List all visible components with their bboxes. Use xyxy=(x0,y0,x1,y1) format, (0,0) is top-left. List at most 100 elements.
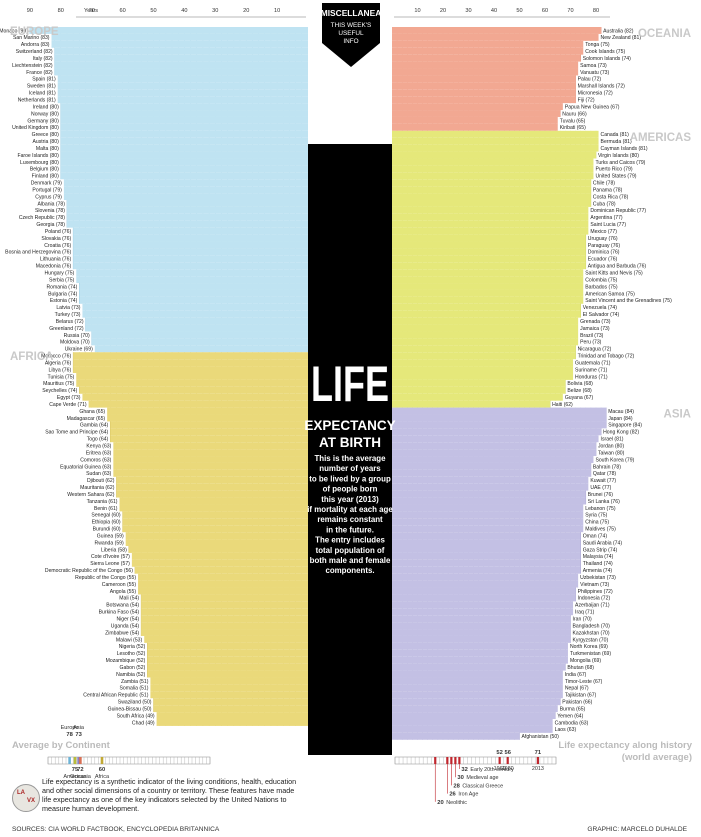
bar-suriname xyxy=(392,366,574,373)
banner-line2: USEFUL xyxy=(338,30,364,37)
label-chile: Chile (78) xyxy=(593,181,615,187)
history-era: Medieval age xyxy=(466,775,498,781)
bar-vanuatu xyxy=(392,68,579,76)
label-micronesia: Micronesia (72) xyxy=(578,91,613,97)
average-marker-europe xyxy=(68,757,71,764)
label-timor-leste: Timor-Leste (67) xyxy=(565,679,603,685)
average-name-africa: Africa xyxy=(95,774,110,780)
label-liechtenstein: Liechtenstein (82) xyxy=(12,63,53,69)
bar-barbados xyxy=(392,283,584,290)
label-jamaica: Jamaica (73) xyxy=(580,326,610,332)
history-year: 1980 xyxy=(502,766,514,772)
tick-right-50: 50 xyxy=(516,8,522,14)
label-peru: Peru (73) xyxy=(580,340,602,346)
label-france: France (82) xyxy=(26,70,53,76)
label-argentina: Argentina (77) xyxy=(590,215,623,221)
bar-uganda xyxy=(141,622,308,630)
label-namibia: Namibia (52) xyxy=(116,672,145,678)
average-value-europe: 78 xyxy=(66,732,73,738)
bar-haiti xyxy=(392,400,551,408)
bar-seychelles xyxy=(79,386,308,394)
history-value: 32 xyxy=(461,767,467,773)
label-cambodia: Cambodia (63) xyxy=(555,720,589,726)
label-sierra-leone: Sierra Leone (57) xyxy=(90,561,130,567)
label-mongolia: Mongolia (69) xyxy=(570,658,601,664)
label-palau: Palau (72) xyxy=(578,77,602,83)
label-monaco: Monaco (90) xyxy=(0,28,28,34)
label-kyrgyzstan: Kyrgyzstan (70) xyxy=(573,637,609,643)
average-title: Average by Continent xyxy=(12,740,111,751)
label-uae: UAE (77) xyxy=(590,485,611,491)
bar-cote-d-ivoire xyxy=(131,552,308,560)
label-liberia: Liberia (58) xyxy=(101,547,127,553)
label-bahrain: Bahrain (78) xyxy=(593,464,621,470)
label-lesotho: Lesotho (52) xyxy=(117,651,146,657)
label-serbia: Serbia (75) xyxy=(49,277,75,283)
bar-equatorial-guinea xyxy=(113,462,308,470)
label-antigua-and-barbuda: Antigua and Barbuda (76) xyxy=(588,264,647,270)
label-taiwan: Taiwan (80) xyxy=(598,450,625,456)
label-malawi: Malawi (53) xyxy=(116,637,143,643)
description-line: of people born xyxy=(323,485,378,494)
bar-saudi-arabia xyxy=(392,539,581,546)
bar-el-salvador xyxy=(392,310,581,318)
label-sao-tome-and-principe: Sao Tome and Principe (64) xyxy=(45,430,108,436)
bar-lebanon xyxy=(392,504,584,512)
bar-iceland xyxy=(57,89,309,97)
bar-switzerland xyxy=(54,47,309,55)
bar-albania xyxy=(66,200,308,207)
label-togo: Togo (64) xyxy=(87,437,109,443)
banner-title: MISCELLANEA xyxy=(321,8,382,18)
bar-saint-lucia xyxy=(392,220,589,228)
bar-armenia xyxy=(392,566,581,574)
history-marker xyxy=(454,757,457,764)
bar-antigua-and-barbuda xyxy=(392,262,586,270)
bar-sri-lanka xyxy=(392,497,586,505)
label-burma: Burma (65) xyxy=(560,706,586,712)
label-seychelles: Seychelles (74) xyxy=(42,388,77,394)
bar-ghana xyxy=(107,407,309,415)
bar-portugal xyxy=(63,186,308,194)
label-macedonia: Macedonia (76) xyxy=(36,264,72,270)
label-bangladesh: Bangladesh (70) xyxy=(573,623,611,629)
label-colombia: Colombia (75) xyxy=(585,277,617,283)
label-lebanon: Lebanon (75) xyxy=(585,506,616,512)
history-value: 20 xyxy=(437,800,443,806)
label-saint-kitts-and-nevis: Saint Kitts and Nevis (75) xyxy=(585,271,643,277)
bar-bhutan xyxy=(392,663,566,671)
label-spain: Spain (81) xyxy=(32,77,56,83)
bar-maldives xyxy=(392,525,584,533)
bar-argentina xyxy=(392,213,589,221)
bar-american-samoa xyxy=(392,289,584,297)
bar-spain xyxy=(57,75,309,83)
bar-russia xyxy=(91,331,308,339)
bar-united-kingdom xyxy=(60,123,308,131)
history-value: 71 xyxy=(535,750,542,756)
label-azerbaijan: Azerbaijan (71) xyxy=(575,603,610,609)
bar-czech-republic xyxy=(66,213,308,221)
bar-belarus xyxy=(85,317,309,325)
label-italy: Italy (82) xyxy=(33,56,53,62)
history-era: Iron Age xyxy=(458,792,478,798)
tick-left-10: 10 xyxy=(274,8,280,14)
average-name-asia: Asia xyxy=(73,725,85,731)
history-marker xyxy=(506,757,509,764)
bar-hong-kong xyxy=(392,428,602,436)
bar-ireland xyxy=(60,103,308,111)
label-democratic-republic-of-the-congo: Democratic Republic of the Congo (56) xyxy=(45,568,133,574)
bar-malaysia xyxy=(392,552,581,560)
bar-burundi xyxy=(122,525,308,533)
label-burkina-faso: Burkina Faso (54) xyxy=(99,610,140,616)
label-switzerland: Switzerland (82) xyxy=(16,49,53,55)
label-barbados: Barbados (75) xyxy=(585,284,618,290)
label-united-kingdom: United Kingdom (80) xyxy=(12,125,59,131)
label-swaziland: Swaziland (50) xyxy=(118,700,152,706)
history-value: 26 xyxy=(449,792,456,798)
label-costa-rica: Costa Rica (78) xyxy=(593,194,629,200)
bar-estonia xyxy=(79,296,308,304)
label-slovakia: Slovakia (76) xyxy=(41,236,71,242)
tick-right-20: 20 xyxy=(440,8,446,14)
label-australia: Australia (82) xyxy=(603,28,634,34)
bar-cameroon xyxy=(138,580,308,588)
label-kenya: Kenya (63) xyxy=(86,444,111,450)
